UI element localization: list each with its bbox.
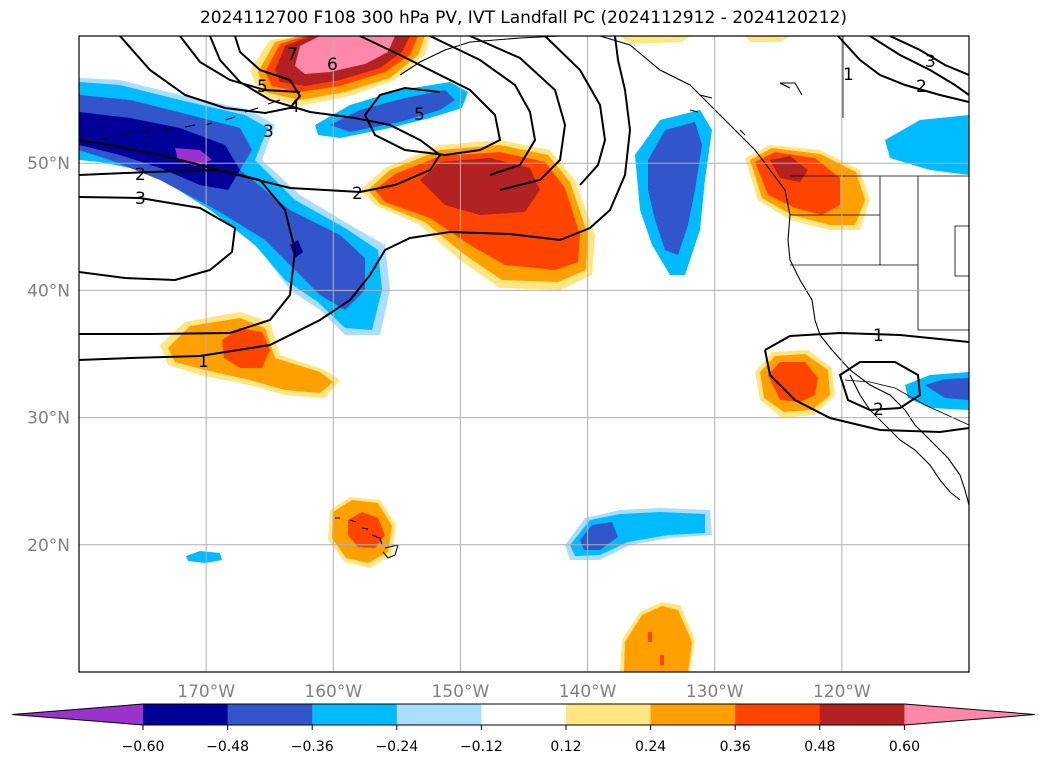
neg-shade-ne	[885, 115, 969, 175]
canada-islands	[689, 82, 803, 136]
contour-3-west	[79, 196, 237, 282]
colorbar-tick-label: −0.12	[460, 739, 503, 755]
contour-high-ring-a	[119, 36, 302, 115]
contour-label: 5	[414, 105, 425, 125]
colorbar-segment	[227, 704, 313, 725]
lat-tick-label: 30°N	[27, 409, 70, 429]
contour-ne-3	[889, 36, 969, 76]
colorbar-tick-label: −0.60	[122, 739, 165, 755]
colorbar-extend-high	[904, 704, 1035, 725]
contour-2-central	[79, 36, 442, 194]
colorbar-tick-label: −0.24	[375, 739, 418, 755]
contour-label: 6	[327, 55, 338, 75]
baja-coast	[849, 374, 961, 501]
pos-shade-socal-red	[768, 362, 818, 402]
contour-socal-2	[838, 361, 922, 412]
map-frame	[78, 35, 970, 673]
us-mexico-border	[844, 379, 969, 426]
colorbar-tick-label: 0.60	[889, 739, 920, 755]
state-borders	[790, 176, 969, 331]
pos-shade-top-right	[745, 36, 790, 42]
contour-high-ring-b	[179, 36, 301, 93]
lon-tick-label: 140°W	[559, 682, 617, 702]
contour-label: 3	[135, 189, 146, 209]
coastlines	[99, 36, 969, 559]
colorbar-tick-label: 0.24	[635, 739, 666, 755]
colorbar-tick-label: −0.48	[206, 739, 249, 755]
longitude-tick-labels: 170°W 160°W 150°W 140°W 130°W 120°W	[177, 682, 871, 702]
lat-tick-label: 50°N	[27, 154, 70, 174]
pos-shade-top-strip	[620, 36, 690, 44]
neg-shade-20n-blue	[580, 522, 618, 550]
colorbar-segment	[650, 704, 736, 725]
contour-1-west	[79, 36, 632, 361]
contour-labels: 2 3 1 3 2 5 4 7 6 5 1 2 3 1 2	[135, 45, 936, 420]
neg-shade-goa-blue	[648, 122, 702, 255]
contour-label: 2	[916, 77, 927, 97]
lon-tick-label: 170°W	[177, 682, 235, 702]
colorbar-tick-label: −0.36	[291, 739, 334, 755]
contour-ring-right-c	[469, 36, 567, 191]
lat-tick-label: 20°N	[27, 536, 70, 556]
lat-tick-label: 40°N	[27, 281, 70, 301]
colorbar	[11, 703, 1036, 730]
contour-label: 2	[352, 184, 363, 204]
borders	[790, 36, 969, 426]
contour-socal-1	[764, 331, 969, 351]
pos-shade-hawaii-red	[348, 512, 385, 548]
map-title: 2024112700 F108 300 hPa PV, IVT Landfall…	[199, 8, 847, 28]
contour-ring-right-a	[359, 36, 502, 157]
colorbar-segment	[396, 704, 482, 725]
contour-ne-1	[869, 36, 969, 96]
contour-ne-2	[837, 36, 969, 103]
gridlines	[79, 36, 969, 672]
map-plot-area: 2 3 1 3 2 5 4 7 6 5 1 2 3 1 2	[79, 36, 969, 672]
colorbar-tick-label: 0.36	[720, 739, 751, 755]
colorbar-tick-labels: −0.60 −0.48 −0.36 −0.24 −0.12 0.12 0.24 0.36 0.4…	[122, 739, 920, 755]
lon-tick-label: 160°W	[304, 682, 362, 702]
pos-shade-south-red	[648, 632, 664, 665]
lon-tick-label: 150°W	[432, 682, 490, 702]
contour-label: 1	[843, 65, 854, 85]
pos-shade-south-orange	[624, 606, 692, 672]
colorbar-segment	[143, 704, 229, 725]
contour-label: 1	[198, 352, 209, 372]
colorbar-segment	[312, 704, 398, 725]
latitude-tick-labels: 20°N 30°N 40°N 50°N	[27, 154, 70, 556]
neg-shade-east-blue	[925, 378, 969, 400]
colorbar-segment	[566, 704, 652, 725]
shaded-fields	[79, 36, 969, 672]
pos-shade-north-pink	[295, 36, 395, 74]
lon-tick-label: 130°W	[686, 682, 744, 702]
colorbar-extend-low	[12, 704, 143, 725]
hawaii-islands	[335, 517, 399, 559]
pv-contours	[79, 36, 969, 434]
contour-label: 3	[925, 52, 936, 72]
lon-tick-label: 120°W	[813, 682, 871, 702]
colorbar-segment	[735, 704, 821, 725]
contour-ring-right-b	[429, 36, 537, 176]
colorbar-tick-label: 0.12	[550, 739, 581, 755]
contour-label: 4	[289, 97, 300, 117]
neg-shade-nc-blue	[330, 90, 455, 132]
contour-label: 5	[257, 77, 268, 97]
contour-socal-1b	[764, 349, 969, 434]
colorbar-segment	[819, 704, 905, 725]
contour-label: 1	[873, 326, 884, 346]
contour-label: 2	[135, 165, 146, 185]
contour-ring-right-d	[544, 36, 607, 186]
colorbar-segment	[481, 704, 567, 725]
contour-label: 7	[287, 45, 298, 65]
contour-label: 2	[873, 400, 884, 420]
contour-label: 3	[263, 122, 274, 142]
contour-2-west	[79, 168, 297, 335]
pos-shade-central-dark	[420, 158, 540, 215]
pos-shade-pnw-dark	[770, 156, 808, 182]
colorbar-tick-label: 0.48	[804, 739, 835, 755]
neg-shade-19n	[186, 551, 222, 563]
